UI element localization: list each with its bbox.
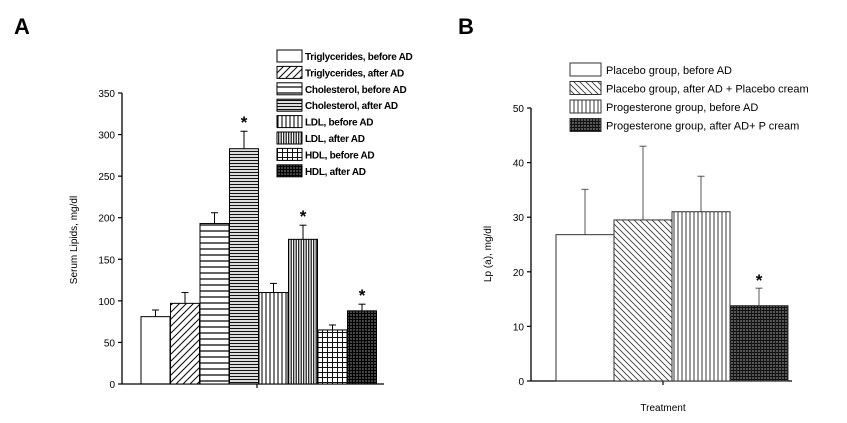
legend-label-b: Placebo group, before AD (606, 65, 732, 77)
legend-label-b: Placebo group, after AD + Placebo cream (606, 84, 809, 96)
y-tick-label-a: 50 (104, 338, 116, 349)
legend-label-a: Cholesterol, before AD (305, 85, 406, 96)
significance-star: * (359, 286, 366, 305)
legend-label-b: Progesterone group, after AD+ P cream (606, 121, 799, 133)
legend-swatch-a (276, 65, 303, 79)
legend-swatch-b (569, 81, 602, 95)
bar-a (199, 223, 230, 385)
legend-label-b: Progesterone group, before AD (606, 102, 758, 114)
panel-b-letter: B (458, 14, 474, 39)
legend-swatch-a (276, 164, 303, 178)
panel-b: 0 10 20 30 40 50 Lp (a), mg/dl Treatment * Placeb… (483, 62, 809, 414)
significance-star: * (241, 113, 248, 132)
legend-label-a: Triglycerides, before AD (305, 52, 413, 63)
y-tick-label-a: 250 (98, 172, 115, 183)
bar-b (613, 219, 673, 382)
panel-a-letter: A (14, 14, 30, 39)
legend-swatch-a (276, 115, 303, 129)
legend-swatch-a (276, 147, 303, 161)
legend-label-a: HDL, after AD (305, 167, 366, 178)
legend-label-a: LDL, after AD (305, 134, 365, 145)
bar-a (258, 292, 289, 385)
significance-star: * (300, 207, 307, 226)
legend-label-a: Cholesterol, after AD (305, 101, 398, 112)
legend-label-a: Triglycerides, after AD (305, 68, 404, 79)
legend-swatch-a (276, 131, 303, 145)
bar-a (170, 302, 200, 385)
legend-swatch-a (276, 82, 303, 96)
significance-star: * (756, 271, 763, 290)
bar-a (317, 329, 348, 385)
legend-label-a: LDL, before AD (305, 118, 373, 129)
legend-swatch-b (569, 118, 602, 132)
legend-swatch-b (569, 99, 602, 114)
legend-swatch-b (569, 62, 602, 77)
legend-label-a: HDL, before AD (305, 150, 374, 161)
y-tick-label-b: 40 (513, 159, 525, 170)
y-tick-label-b: 30 (513, 213, 525, 224)
y-axis-label-a: Serum Lipids, mg/dl (69, 196, 80, 284)
y-tick-label-b: 50 (513, 104, 525, 115)
bar-a (229, 148, 259, 385)
y-tick-label-b: 0 (518, 377, 524, 388)
legend-swatch-a (276, 98, 303, 112)
bar-a (140, 316, 171, 385)
x-axis-label-b: Treatment (640, 403, 685, 414)
bar-b (729, 305, 789, 382)
y-tick-label-a: 300 (98, 131, 115, 142)
y-axis-label-b: Lp (a), mg/dl (483, 226, 494, 282)
bar-b (671, 211, 731, 382)
legend-swatch-a (276, 49, 303, 63)
panel-a: 0 50 100 150 200 250 300 350 Serum Lipids, mg/dl… (69, 49, 413, 391)
y-tick-label-a: 150 (98, 255, 115, 266)
bar-b (555, 234, 615, 382)
y-tick-label-a: 100 (98, 297, 115, 308)
y-tick-label-a: 200 (98, 214, 115, 225)
y-tick-label-a: 350 (98, 89, 115, 100)
bar-a (288, 238, 318, 385)
bar-a (347, 310, 377, 385)
y-tick-label-b: 10 (513, 322, 525, 333)
y-tick-label-a: 0 (109, 380, 115, 391)
y-tick-label-b: 20 (513, 268, 525, 279)
